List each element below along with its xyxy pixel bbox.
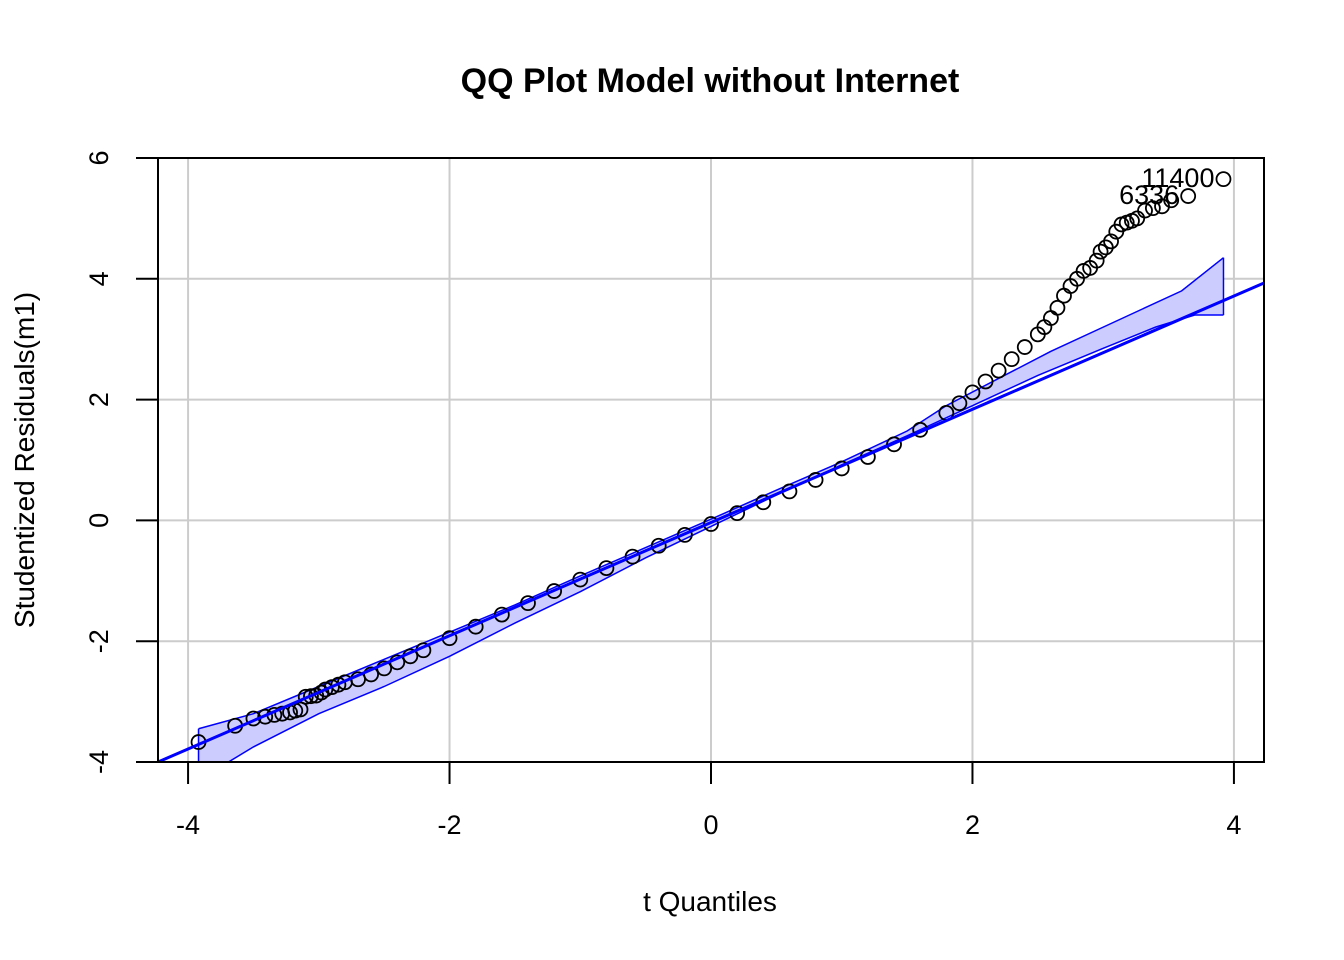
- y-axis: -4 -2 0 2 4 6: [84, 150, 159, 774]
- data-point: [977, 373, 994, 390]
- data-point: [572, 571, 589, 588]
- data-point: [1056, 287, 1072, 304]
- y-tick-label: -4: [84, 750, 114, 774]
- data-point: [297, 688, 314, 705]
- data-point: [964, 384, 981, 401]
- data-point: [363, 666, 379, 683]
- outlier-label: 11400: [1141, 163, 1214, 193]
- data-point: [1103, 233, 1119, 250]
- data-point: [303, 688, 319, 705]
- y-tick-label: 6: [84, 150, 114, 165]
- data-point: [1003, 351, 1020, 368]
- data-point: [1215, 171, 1232, 188]
- confidence-band: [198, 257, 1224, 762]
- x-axis: -4 -2 0 2 4: [176, 761, 1241, 840]
- data-point: [1163, 192, 1180, 209]
- data-point: [676, 526, 693, 543]
- data-point: [990, 362, 1007, 379]
- outlier-label: 6336: [1119, 180, 1179, 210]
- x-tick-label: 2: [965, 810, 980, 840]
- data-point: [546, 583, 563, 599]
- y-tick-label: 0: [84, 513, 114, 528]
- y-tick-label: 2: [84, 392, 114, 407]
- data-point: [1137, 202, 1153, 219]
- data-point: [951, 395, 968, 412]
- data-point: [886, 436, 902, 453]
- data-point: [624, 548, 641, 565]
- plot-area: [158, 171, 1264, 762]
- data-point: [1088, 252, 1105, 269]
- y-tick-label: -2: [84, 629, 114, 653]
- data-point: [650, 537, 667, 554]
- x-tick-label: -2: [438, 810, 462, 840]
- x-tick-label: 0: [703, 810, 718, 840]
- data-point: [520, 595, 536, 612]
- data-point: [1180, 188, 1197, 204]
- data-point: [1092, 243, 1109, 260]
- reference-line: [158, 281, 1264, 762]
- data-point: [1016, 339, 1033, 355]
- band-upper-line: [198, 257, 1224, 730]
- y-axis-title: Studentized Residuals(m1): [9, 292, 40, 628]
- data-point: [598, 560, 615, 577]
- y-tick-label: 4: [84, 271, 114, 286]
- data-point: [1049, 299, 1066, 316]
- data-point: [1144, 200, 1161, 217]
- chart-title: QQ Plot Model without Internet: [461, 62, 960, 100]
- x-axis-title: t Quantiles: [643, 886, 777, 917]
- x-tick-label: 4: [1226, 810, 1241, 840]
- data-point: [257, 708, 274, 725]
- x-tick-label: -4: [176, 810, 200, 840]
- data-point: [330, 676, 347, 693]
